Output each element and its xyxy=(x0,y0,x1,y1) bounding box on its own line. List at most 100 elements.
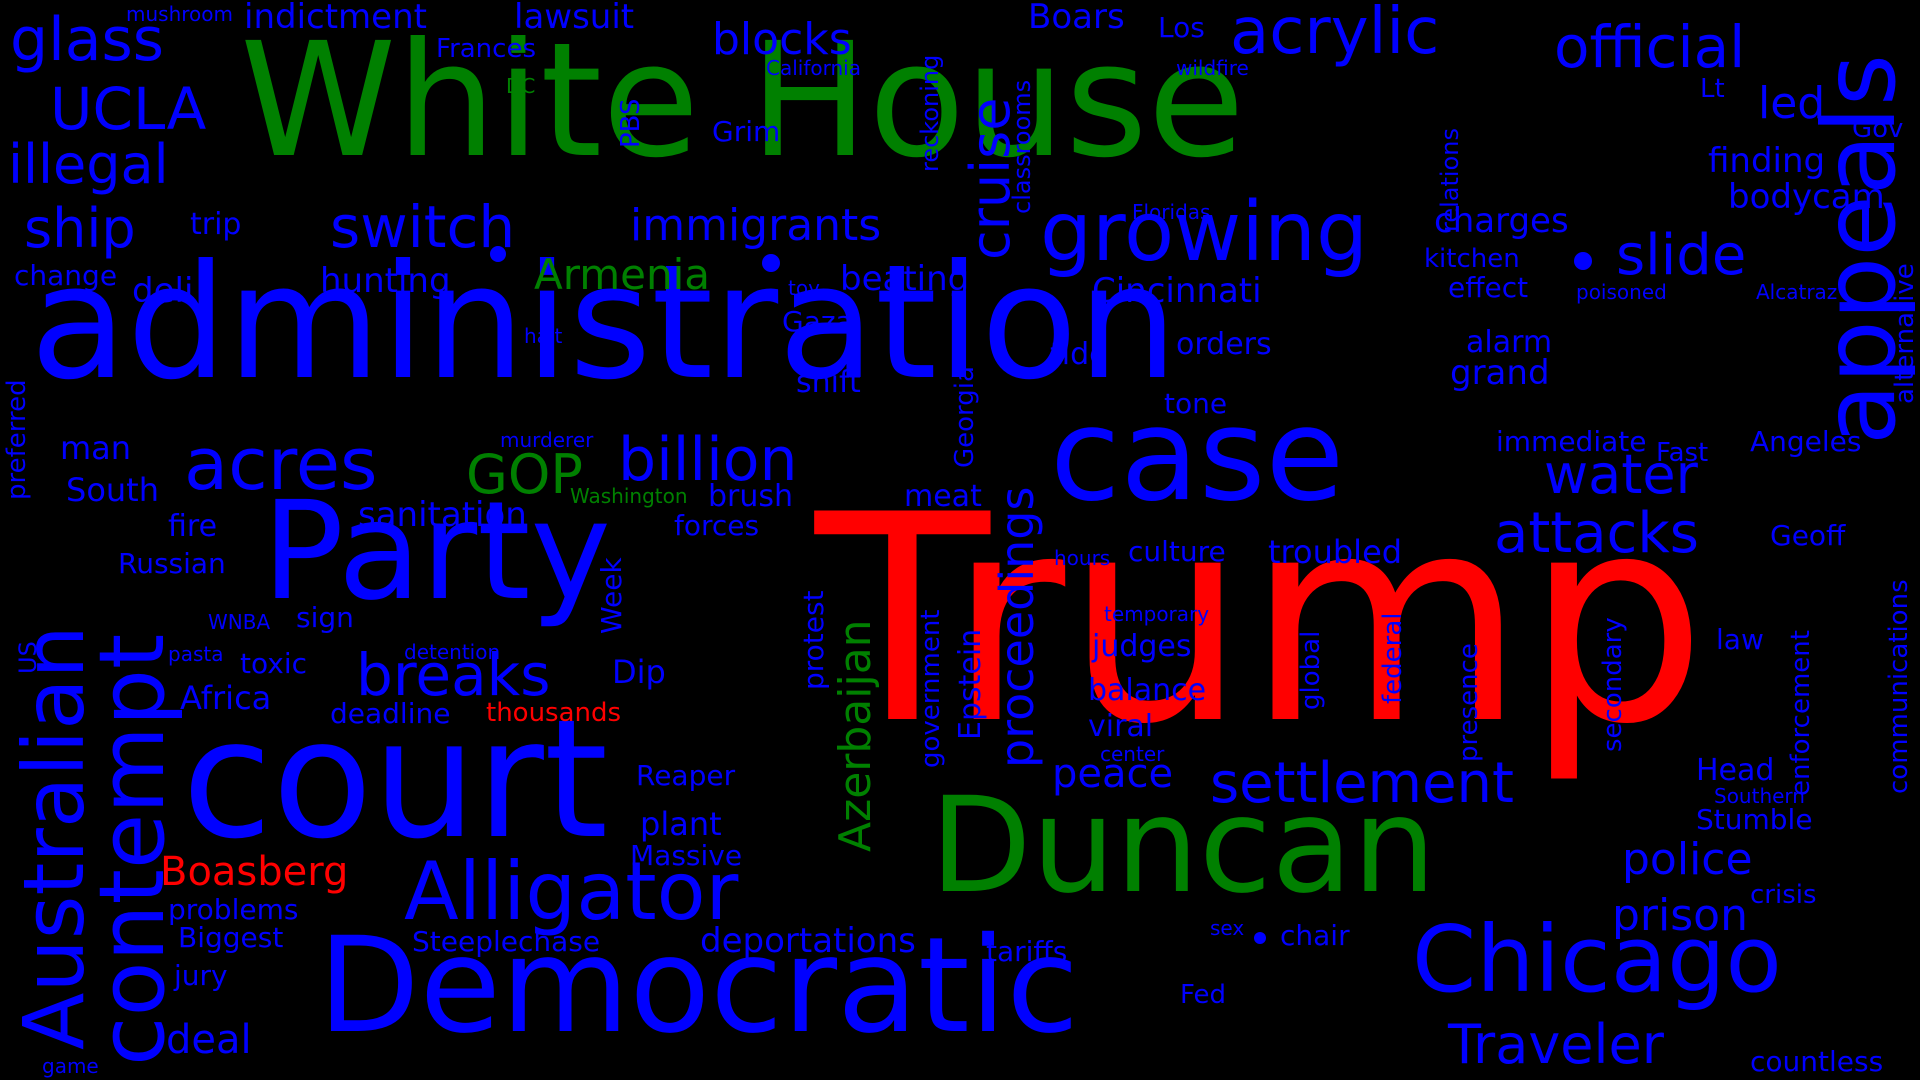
word: grand xyxy=(1450,353,1550,393)
word: Grim xyxy=(712,115,781,148)
word: chair xyxy=(1280,919,1350,952)
word: Gov xyxy=(1852,114,1904,144)
word: GOP xyxy=(466,443,583,506)
word: PBS xyxy=(616,98,646,148)
word: brush xyxy=(708,479,794,514)
word: illegal xyxy=(8,133,169,196)
word: Alligator xyxy=(404,845,739,938)
word: Gaza xyxy=(782,305,853,338)
word: Boasberg xyxy=(160,849,349,895)
word: White House xyxy=(240,9,1245,193)
word: Chicago xyxy=(1412,906,1782,1013)
word: temporary xyxy=(1104,602,1210,626)
word: bodycam xyxy=(1728,177,1885,217)
word: beating xyxy=(840,259,970,299)
word: South xyxy=(66,471,159,509)
word: Trump xyxy=(815,455,1707,787)
word: mushroom xyxy=(126,2,233,26)
word: acrylic xyxy=(1230,0,1440,69)
word: countless xyxy=(1750,1045,1884,1078)
word: troubled xyxy=(1268,533,1403,571)
word: reckoning xyxy=(916,54,944,172)
word: federal xyxy=(1378,612,1408,705)
word: deadline xyxy=(330,697,451,730)
word: police xyxy=(1622,834,1753,885)
word: billion xyxy=(618,425,798,495)
word: hunting xyxy=(320,261,451,301)
word: judges xyxy=(1092,629,1192,664)
word: protest xyxy=(797,590,830,690)
word: Frances xyxy=(436,34,537,64)
word: thousands xyxy=(486,698,622,728)
word: Washington xyxy=(570,484,688,508)
word: murderer xyxy=(500,428,594,452)
separator-dot xyxy=(490,246,506,262)
word: Biggest xyxy=(178,921,284,954)
word: lawsuit xyxy=(514,0,635,37)
word: orders xyxy=(1176,327,1272,362)
separator-dot xyxy=(1574,252,1592,270)
word: slide xyxy=(1616,223,1747,288)
word: Duncan xyxy=(930,769,1437,923)
word: Party xyxy=(262,473,611,631)
word: Cincinnati xyxy=(1092,271,1262,311)
word: acres xyxy=(184,422,378,506)
word: preferred xyxy=(2,379,32,500)
word: tide xyxy=(1050,337,1108,372)
word: relations xyxy=(1436,128,1464,232)
word: sign xyxy=(296,601,354,634)
word: Reaper xyxy=(636,759,736,792)
word: Lt xyxy=(1700,74,1725,104)
word: tone xyxy=(1164,387,1228,420)
word: Southern xyxy=(1714,784,1805,808)
word: switch xyxy=(330,193,516,261)
word: Azerbaijan xyxy=(830,619,881,852)
word: trip xyxy=(190,207,242,242)
word: peace xyxy=(1052,751,1174,797)
word: classrooms xyxy=(1008,79,1036,214)
word: Angeles xyxy=(1750,425,1862,458)
word: indictment xyxy=(244,0,427,37)
word: DC xyxy=(506,74,536,98)
word: Massive xyxy=(630,839,743,872)
word: Fast xyxy=(1656,438,1709,468)
word: pasta xyxy=(168,642,224,666)
word: UCLA xyxy=(50,75,207,143)
word: center xyxy=(1100,742,1165,766)
word: Geoff xyxy=(1770,519,1846,552)
word: deli xyxy=(132,271,194,311)
word: Los xyxy=(1158,11,1205,44)
word: Epstein xyxy=(953,628,988,740)
word: law xyxy=(1716,623,1764,656)
word: detention xyxy=(404,640,501,664)
word: glass xyxy=(10,5,165,75)
word: Georgia xyxy=(950,366,980,468)
word: Head xyxy=(1696,753,1775,788)
word: Week xyxy=(595,557,628,634)
word: hours xyxy=(1054,546,1111,570)
word: toxic xyxy=(240,647,307,680)
word: forces xyxy=(674,509,760,542)
word: culture xyxy=(1128,535,1226,568)
word: official xyxy=(1554,13,1746,81)
word: Alcatraz xyxy=(1756,280,1838,304)
word: case xyxy=(1050,381,1345,530)
word: crisis xyxy=(1750,880,1817,910)
word: ship xyxy=(24,197,136,260)
word: sex xyxy=(1210,916,1245,940)
word: deal xyxy=(166,1017,252,1063)
word: viral xyxy=(1088,709,1154,744)
word: jury xyxy=(174,959,228,992)
word: game xyxy=(42,1054,99,1078)
word: problems xyxy=(168,893,299,926)
word: tariffs xyxy=(986,935,1068,968)
word: Armenia xyxy=(534,250,711,299)
word: meat xyxy=(904,479,982,514)
word: change xyxy=(14,259,118,292)
word: balance xyxy=(1088,673,1207,708)
word: kitchen xyxy=(1424,244,1520,274)
word: water xyxy=(1544,443,1698,506)
word: plant xyxy=(640,805,722,843)
word: Democratic xyxy=(318,909,1079,1063)
word: settlement xyxy=(1210,751,1515,816)
